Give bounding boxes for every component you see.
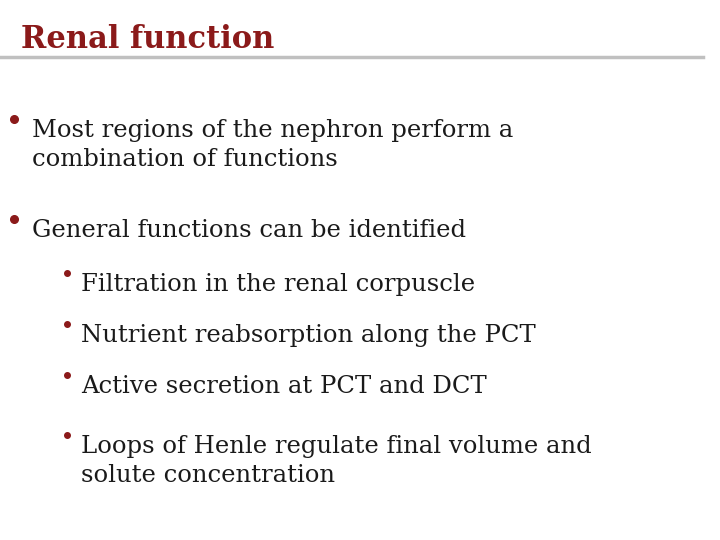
Text: Loops of Henle regulate final volume and
solute concentration: Loops of Henle regulate final volume and… — [81, 435, 592, 487]
Text: Active secretion at PCT and DCT: Active secretion at PCT and DCT — [81, 375, 487, 399]
Text: Filtration in the renal corpuscle: Filtration in the renal corpuscle — [81, 273, 475, 296]
Text: Most regions of the nephron perform a
combination of functions: Most regions of the nephron perform a co… — [32, 119, 513, 171]
Text: General functions can be identified: General functions can be identified — [32, 219, 466, 242]
Text: Renal function: Renal function — [21, 24, 274, 55]
Text: Nutrient reabsorption along the PCT: Nutrient reabsorption along the PCT — [81, 324, 536, 347]
